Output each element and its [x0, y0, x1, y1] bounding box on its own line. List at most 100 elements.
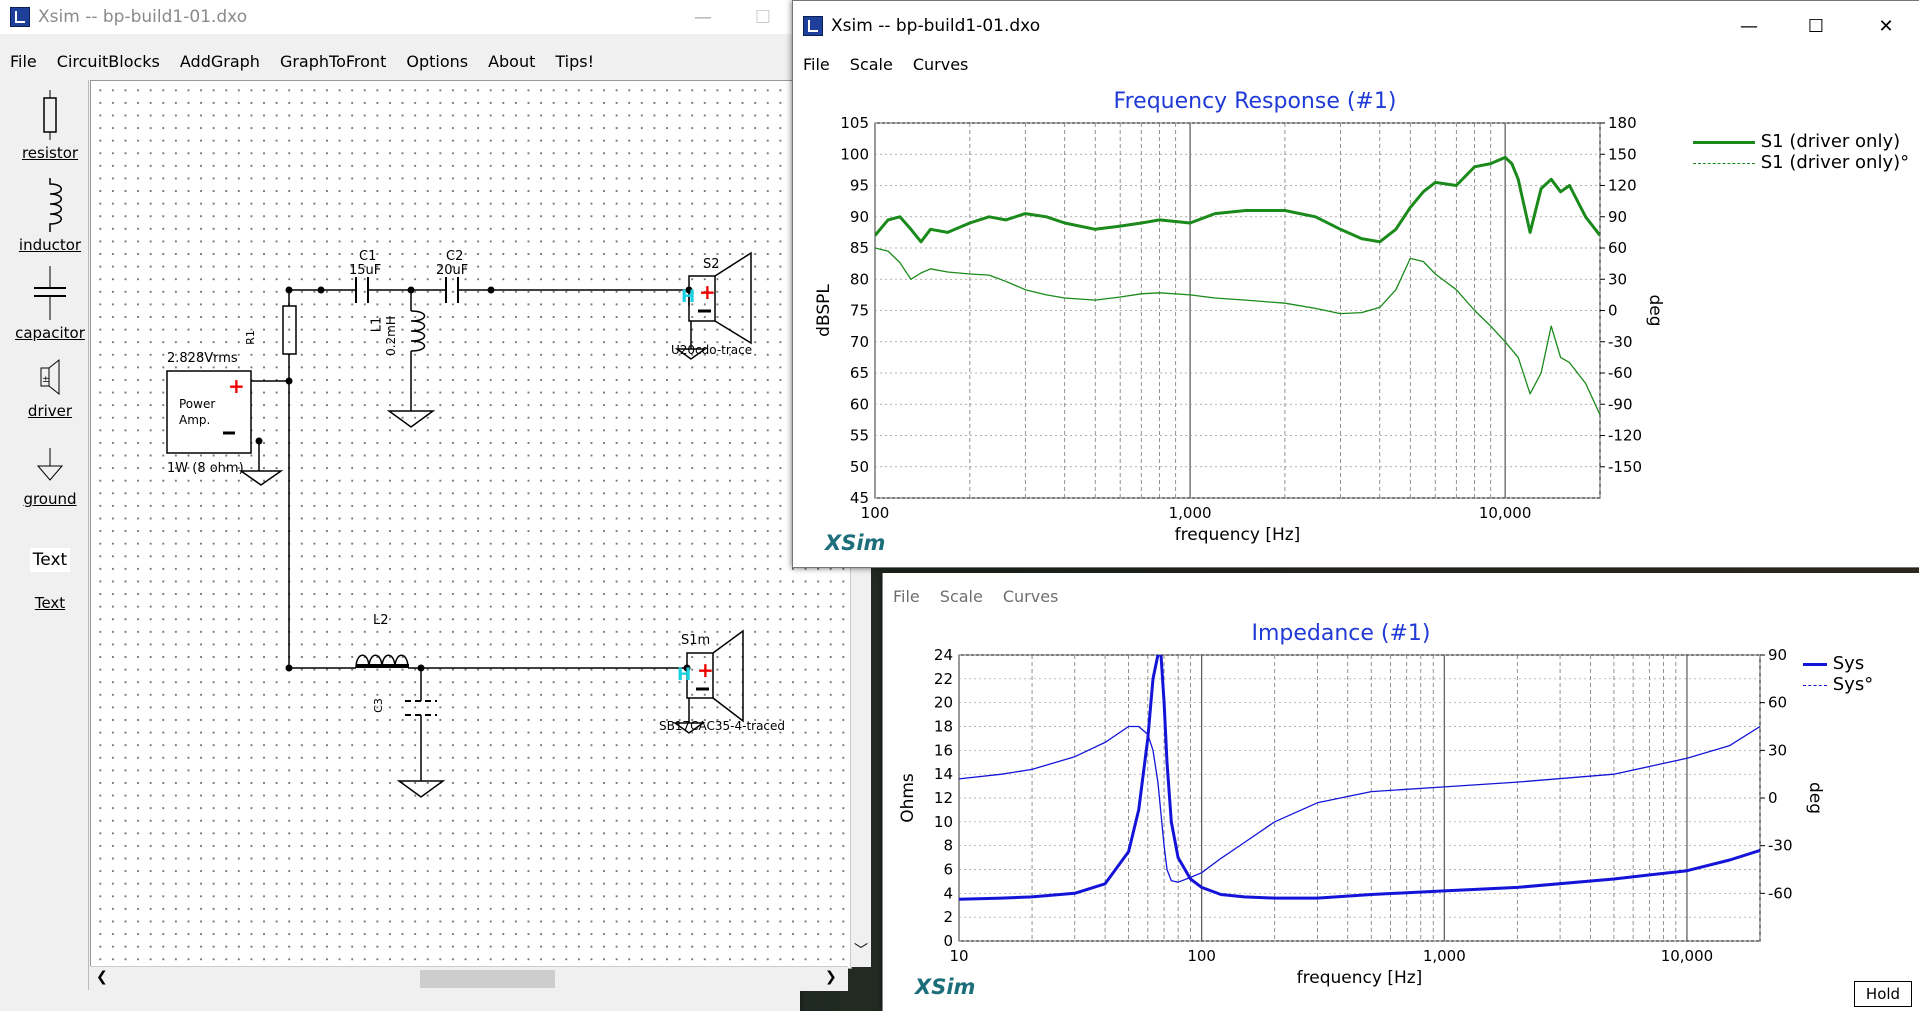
imp-yaxis-label: Ohms — [898, 773, 918, 823]
schematic-canvas[interactable]: + + + C1 15uF C2 20uF R1 L1 0.2mH L2 C3 … — [90, 80, 852, 969]
fr-menu-scale[interactable]: Scale — [849, 54, 893, 74]
fr-y2axis-label: deg — [1645, 294, 1665, 326]
imp-y2tick-label: -60 — [1768, 884, 1793, 902]
imp-xsim-logo: XSim — [915, 975, 976, 999]
imp-chart-title: Impedance (#1) — [1251, 621, 1431, 646]
close-icon[interactable]: ✕ — [1878, 15, 1894, 37]
fr-xtick-label: 10,000 — [1479, 504, 1532, 522]
tool-ground[interactable]: ground — [12, 446, 88, 508]
horizontal-scroll-thumb[interactable] — [420, 970, 555, 988]
frequency-response-chart: 45 50 55 60 65 70 75 80 85 90 95 100 105 -150 -120 -90 -… — [814, 114, 1665, 545]
l2-name: L2 — [373, 613, 389, 628]
fr-legend-s1: S1 (driver only) — [1760, 131, 1901, 152]
component-toolbox: resistor inductor capacitor ± driver gro… — [12, 80, 89, 990]
inductor-icon — [49, 178, 62, 232]
menu-tips[interactable]: Tips! — [555, 51, 595, 71]
text-icon: Text — [29, 548, 71, 572]
fr-y2tick-label: 180 — [1608, 114, 1637, 132]
c3-name: C3 — [371, 698, 385, 713]
l1-name: L1 — [369, 316, 385, 333]
fr-ytick-label: 50 — [850, 458, 869, 476]
maximize-icon[interactable]: ☐ — [1807, 15, 1825, 37]
imp-ytick-label: 14 — [934, 765, 953, 783]
l1-value: 0.2mH — [383, 316, 398, 356]
fr-y2tick-label: 60 — [1608, 239, 1627, 257]
fr-y2tick-label: -150 — [1608, 458, 1642, 476]
imp-legend-sys-phase: Sys° — [1832, 674, 1874, 695]
menu-graphtofront[interactable]: GraphToFront — [279, 51, 387, 71]
imp-y2tick-label: -30 — [1768, 837, 1793, 855]
maximize-icon[interactable]: ☐ — [754, 6, 772, 28]
imp-menu-file[interactable]: File — [893, 586, 920, 606]
tool-inductor[interactable]: inductor — [12, 178, 88, 254]
scroll-left-icon[interactable]: ❮ — [96, 969, 108, 985]
menu-options[interactable]: Options — [406, 51, 469, 71]
imp-ytick-label: 10 — [934, 813, 953, 831]
menu-circuitblocks[interactable]: CircuitBlocks — [56, 51, 160, 71]
menu-about[interactable]: About — [488, 51, 536, 71]
fr-ytick-label: 85 — [850, 239, 869, 257]
fr-legend: S1 (driver only) S1 (driver only)° — [1693, 131, 1909, 173]
imp-xaxis-label: frequency [Hz] — [1297, 968, 1423, 988]
fr-ytick-label: 55 — [850, 427, 869, 445]
fr-y2tick-label: 90 — [1608, 208, 1627, 226]
fr-xsim-logo: XSim — [825, 531, 886, 555]
imp-ytick-label: 20 — [934, 694, 953, 712]
tool-driver[interactable]: ± driver — [12, 358, 88, 420]
imp-ytick-label: 2 — [943, 908, 953, 926]
schematic-titlebar[interactable]: Xsim -- bp-build1-01.dxo — ☐ — [0, 0, 800, 34]
imp-ytick-label: 8 — [943, 837, 953, 855]
schematic-window-title: Xsim -- bp-build1-01.dxo — [38, 7, 248, 27]
tool-resistor-label: resistor — [21, 144, 79, 162]
tool-capacitor[interactable]: capacitor — [12, 266, 88, 342]
tool-text[interactable]: Text — [12, 548, 88, 572]
imp-series-0 — [959, 655, 1760, 901]
fr-legend-s1-phase: S1 (driver only)° — [1760, 152, 1910, 173]
svg-text:+: + — [699, 280, 716, 304]
imp-y2tick-label: 0 — [1768, 789, 1778, 807]
tool-text-link[interactable]: Text — [12, 594, 88, 612]
fr-menu-file[interactable]: File — [803, 54, 830, 74]
fr-series-1 — [875, 247, 1600, 415]
minimize-icon[interactable]: — — [694, 6, 712, 28]
imp-y2tick-label: 90 — [1768, 646, 1787, 664]
imp-ytick-label: 0 — [943, 932, 953, 950]
fr-titlebar[interactable]: Xsim -- bp-build1-01.dxo — ☐ ✕ — [793, 1, 1919, 51]
tool-text-label: Text — [34, 594, 66, 612]
svg-text:+: + — [697, 658, 714, 682]
fr-y2tick-label: 30 — [1608, 270, 1627, 288]
menu-file[interactable]: File — [10, 51, 37, 71]
fr-xaxis-label: frequency [Hz] — [1175, 525, 1301, 545]
tool-resistor[interactable]: resistor — [12, 90, 88, 162]
fr-menu-curves[interactable]: Curves — [912, 54, 969, 74]
imp-ytick-label: 16 — [934, 741, 953, 759]
imp-menu-scale[interactable]: Scale — [939, 586, 983, 606]
legend-dashed-line-icon — [1693, 162, 1755, 164]
imp-menu-curves[interactable]: Curves — [1002, 586, 1059, 606]
tool-capacitor-label: capacitor — [15, 324, 85, 342]
fr-y2tick-label: -90 — [1608, 395, 1633, 413]
xsim-app-icon — [10, 7, 30, 27]
fr-ytick-label: 95 — [850, 177, 869, 195]
tool-inductor-label: inductor — [18, 236, 82, 254]
imp-xtick-label: 10,000 — [1661, 947, 1714, 965]
fr-chart-title: Frequency Response (#1) — [1113, 89, 1397, 114]
fr-window-title: Xsim -- bp-build1-01.dxo — [831, 16, 1041, 36]
fr-xtick-label: 100 — [861, 504, 890, 522]
scroll-down-icon[interactable]: ﹀ — [854, 943, 868, 959]
s1-model: SB17CAC35-4-traced — [659, 719, 786, 733]
horizontal-scrollbar[interactable]: ❮ ❯ — [90, 966, 848, 991]
fr-ytick-label: 45 — [850, 489, 869, 507]
fr-menubar: File Scale Curves — [793, 51, 1919, 77]
imp-legend: Sys Sys° — [1803, 653, 1873, 695]
impedance-window: File Scale Curves Impedance (#1) 0 2 4 6 8 10… — [882, 573, 1919, 1011]
fr-y2tick-label: 0 — [1608, 302, 1618, 320]
hold-button[interactable]: Hold — [1854, 981, 1912, 1007]
ground-icon — [36, 448, 64, 481]
s1-name: S1m — [681, 633, 711, 648]
scroll-right-icon[interactable]: ❯ — [825, 969, 837, 985]
minimize-icon[interactable]: — — [1740, 15, 1758, 37]
menu-addgraph[interactable]: AddGraph — [179, 51, 260, 71]
imp-ytick-label: 6 — [943, 861, 953, 879]
